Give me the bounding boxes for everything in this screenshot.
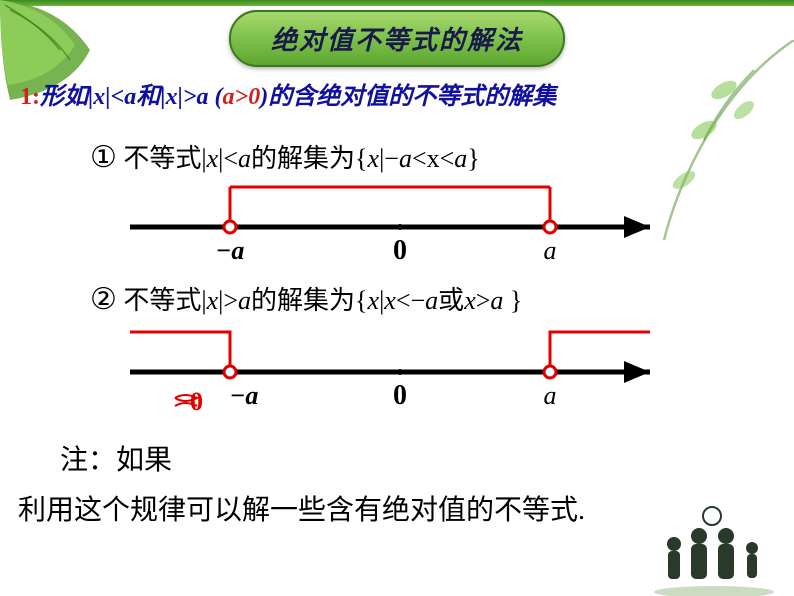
conclusion-text: 利用这个规律可以解一些含有绝对值的不等式.	[18, 495, 585, 526]
subtitle-a1: a	[124, 84, 136, 110]
rule-2-num: ②	[90, 283, 117, 316]
header-band	[0, 0, 794, 6]
subtitle-x2: x	[166, 84, 178, 110]
line2-zero: 0	[393, 380, 407, 411]
conclusion: 利用这个规律可以解一些含有绝对值的不等式.	[18, 488, 585, 528]
subtitle-t3: 和|	[136, 84, 165, 110]
subtitle-t5: (	[209, 84, 223, 110]
rule-2: ② 不等式|x|>a的解集为{x|x<−a或x>a }	[90, 280, 522, 317]
number-line-1: −a 0 a	[0, 175, 700, 265]
page-title: 绝对值不等式的解法	[271, 26, 523, 55]
scribble: 0	[190, 387, 203, 416]
subtitle-lead: 1:	[20, 84, 40, 110]
line2-pos-a: a	[544, 381, 557, 410]
rule-2-text: 不等式|x|>a的解集为{x|x<−a或x>a }	[117, 286, 522, 315]
subtitle-t2: |<	[105, 84, 124, 110]
subtitle-t6: )的含绝对值的不等式的解集	[260, 84, 556, 110]
note-text: 注：如果	[60, 445, 172, 476]
note: 注：如果	[60, 438, 172, 478]
number-line-2: −a 0 a 0	[0, 320, 700, 420]
rule-1-num: ①	[90, 141, 117, 174]
subtitle-cond: a>0	[223, 84, 261, 110]
line2-neg-a: −a	[230, 381, 259, 410]
subtitle-t1: 形如|	[40, 84, 93, 110]
subtitle-t4: |>	[178, 84, 197, 110]
line1-neg-a: −a	[216, 236, 245, 265]
rule-1: ① 不等式|x|<a的解集为{x|−a<x<a}	[90, 138, 480, 175]
subtitle-a2: a	[197, 84, 209, 110]
title-pill: 绝对值不等式的解法	[229, 10, 565, 67]
line1-pos-a: a	[544, 236, 557, 265]
subtitle-x1: x	[93, 84, 105, 110]
rule-1-text: 不等式|x|<a的解集为{x|−a<x<a}	[117, 144, 480, 173]
family-silhouette-icon	[644, 506, 784, 596]
line1-zero: 0	[393, 235, 407, 265]
subtitle: 1:形如|x|<a和|x|>a (a>0)的含绝对值的不等式的解集	[20, 76, 556, 111]
